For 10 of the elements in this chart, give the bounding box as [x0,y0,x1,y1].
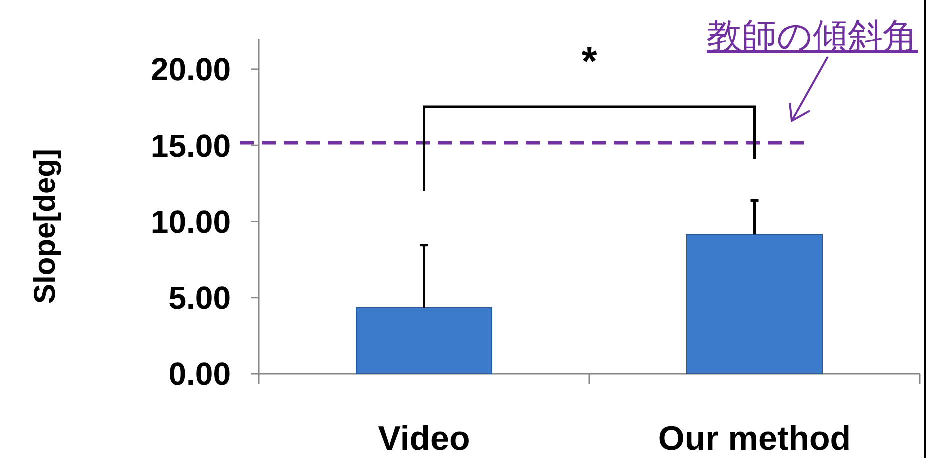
x-tick-label: Video [378,420,470,458]
y-tick-label: 5.00 [168,280,231,316]
y-tick-label: 20.00 [150,52,231,88]
y-axis-title: Slope[deg] [29,149,62,304]
ref-line-label: 教師の傾斜角 [707,17,918,57]
annotation: * [582,40,598,84]
y-tick-label: 15.00 [150,128,231,164]
x-tick-label: Our method [658,420,852,458]
y-tick-label: 10.00 [150,204,231,240]
y-tick-label: 0.00 [168,356,231,392]
